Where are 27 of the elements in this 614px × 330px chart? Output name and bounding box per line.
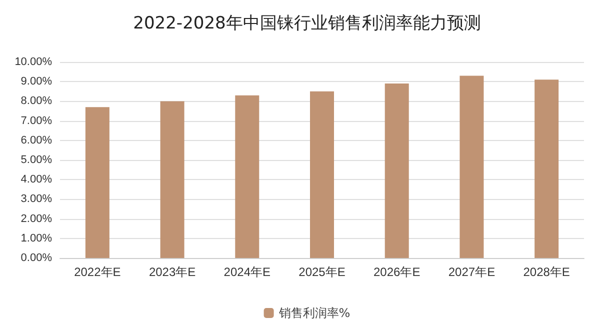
x-tick-label: 2028年E [523,265,570,279]
legend-label: 销售利润率% [278,306,350,320]
x-tick-label: 2025年E [298,265,346,279]
y-tick-label: 10.00% [14,56,52,68]
x-tick-label: 2023年E [148,265,196,279]
bar [384,84,409,258]
bar [235,95,260,258]
bar [534,80,559,258]
x-tick-label: 2027年E [448,265,496,279]
x-tick-label: 2026年E [374,265,420,279]
bar [160,101,184,258]
y-tick-label: 1.00% [20,232,52,244]
y-tick-label: 4.00% [20,174,52,186]
y-tick-label: 7.00% [20,114,52,127]
y-tick-label: 9.00% [20,76,52,88]
y-tick-label: 3.00% [20,193,52,206]
x-tick-label: 2022年E [74,265,121,279]
chart-title: 2022-2028年中国铼行业销售利润率能力预测 [133,14,481,34]
x-tick-label: 2024年E [224,265,270,279]
bar [85,107,110,258]
y-tick-label: 8.00% [20,95,52,108]
y-tick-label: 0.00% [20,252,52,264]
bar [310,91,334,258]
y-tick-label: 2.00% [20,212,52,225]
y-tick-label: 6.00% [20,134,52,146]
bar [460,76,484,258]
y-tick-label: 5.00% [20,154,52,166]
